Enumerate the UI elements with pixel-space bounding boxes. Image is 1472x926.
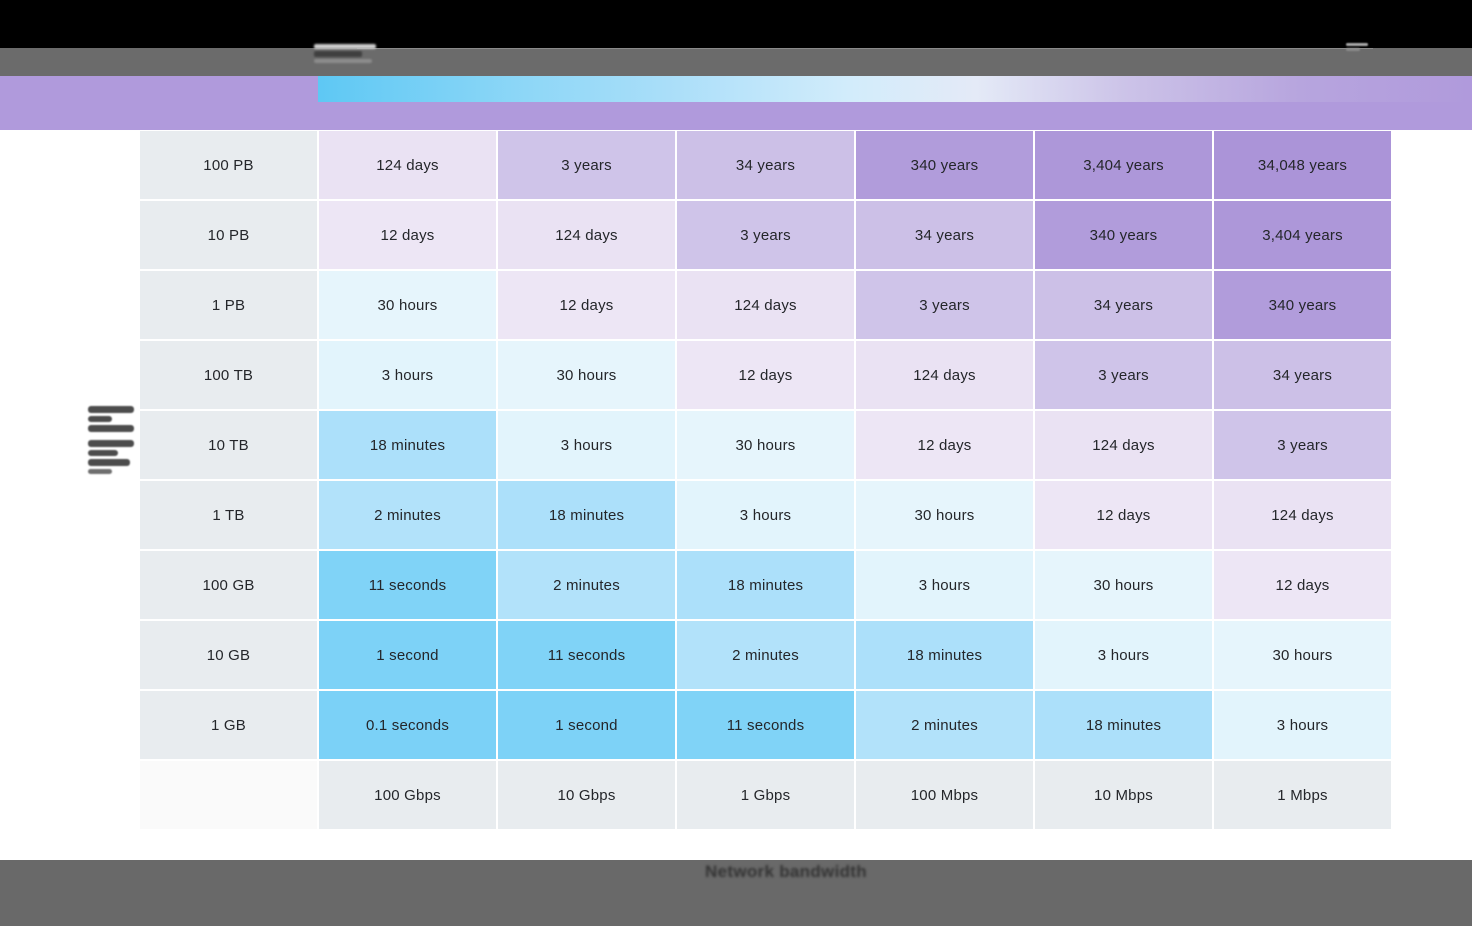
col-header: 100 Gbps xyxy=(319,761,496,829)
matrix-cell: 12 days xyxy=(1214,551,1391,619)
chrome-control-icon[interactable] xyxy=(1346,43,1374,55)
matrix-cell: 12 days xyxy=(498,271,675,339)
matrix-cell: 34 years xyxy=(856,201,1033,269)
matrix-cell: 3 years xyxy=(677,201,854,269)
matrix-cell: 11 seconds xyxy=(319,551,496,619)
matrix-cell: 2 minutes xyxy=(319,481,496,549)
matrix-cell: 30 hours xyxy=(319,271,496,339)
row-header: 10 GB xyxy=(140,621,317,689)
matrix-cell: 1 second xyxy=(319,621,496,689)
transfer-time-matrix: 100 PB 124 days 3 years 34 years 340 years 3,… xyxy=(140,131,1391,829)
col-header: 1 Mbps xyxy=(1214,761,1391,829)
matrix-cell: 18 minutes xyxy=(498,481,675,549)
y-axis-label-redacted xyxy=(88,406,136,490)
matrix-cell: 34 years xyxy=(1035,271,1212,339)
matrix-cell: 11 seconds xyxy=(498,621,675,689)
matrix-cell: 12 days xyxy=(677,341,854,409)
x-axis-label: Network bandwidth xyxy=(705,862,867,881)
matrix-cell: 34 years xyxy=(677,131,854,199)
matrix-cell: 1 second xyxy=(498,691,675,759)
matrix-cell: 3 hours xyxy=(498,411,675,479)
matrix-cell: 34,048 years xyxy=(1214,131,1391,199)
matrix-cell: 12 days xyxy=(1035,481,1212,549)
matrix-cell: 340 years xyxy=(856,131,1033,199)
row-header: 10 PB xyxy=(140,201,317,269)
redacted-tab-title xyxy=(314,44,392,64)
matrix-cell: 12 days xyxy=(319,201,496,269)
row-header: 100 GB xyxy=(140,551,317,619)
matrix-cell: 124 days xyxy=(1214,481,1391,549)
matrix-cell: 2 minutes xyxy=(498,551,675,619)
matrix-cell: 124 days xyxy=(677,271,854,339)
row-header: 10 TB xyxy=(140,411,317,479)
matrix-cell: 3,404 years xyxy=(1035,131,1212,199)
matrix-cell: 3 hours xyxy=(677,481,854,549)
matrix-cell: 3 years xyxy=(856,271,1033,339)
matrix-cell: 30 hours xyxy=(1035,551,1212,619)
row-header: 100 TB xyxy=(140,341,317,409)
color-legend-gradient xyxy=(318,76,1472,102)
col-header: 100 Mbps xyxy=(856,761,1033,829)
col-header: 1 Gbps xyxy=(677,761,854,829)
row-header: 1 TB xyxy=(140,481,317,549)
matrix-cell: 3 hours xyxy=(856,551,1033,619)
row-header: 1 GB xyxy=(140,691,317,759)
matrix-cell: 0.1 seconds xyxy=(319,691,496,759)
matrix-cell: 30 hours xyxy=(677,411,854,479)
col-header: 10 Mbps xyxy=(1035,761,1212,829)
matrix-cell: 2 minutes xyxy=(677,621,854,689)
col-header: 10 Gbps xyxy=(498,761,675,829)
matrix-cell: 18 minutes xyxy=(1035,691,1212,759)
matrix-cell: 3 hours xyxy=(319,341,496,409)
row-header: 100 PB xyxy=(140,131,317,199)
matrix-cell: 124 days xyxy=(1035,411,1212,479)
matrix-cell: 3 hours xyxy=(1035,621,1212,689)
top-black-bar xyxy=(0,0,1472,48)
matrix-cell: 30 hours xyxy=(498,341,675,409)
matrix-cell: 30 hours xyxy=(856,481,1033,549)
matrix-cell: 3 hours xyxy=(1214,691,1391,759)
matrix-cell: 3 years xyxy=(1214,411,1391,479)
footer-bar xyxy=(0,860,1472,926)
matrix-cell: 18 minutes xyxy=(856,621,1033,689)
browser-chrome-bar[interactable] xyxy=(0,48,1472,76)
corner-cell xyxy=(140,761,317,829)
matrix-cell: 34 years xyxy=(1214,341,1391,409)
matrix-cell: 18 minutes xyxy=(319,411,496,479)
matrix-cell: 124 days xyxy=(856,341,1033,409)
matrix-cell: 30 hours xyxy=(1214,621,1391,689)
matrix-cell: 18 minutes xyxy=(677,551,854,619)
matrix-cell: 340 years xyxy=(1035,201,1212,269)
matrix-cell: 3,404 years xyxy=(1214,201,1391,269)
matrix-cell: 124 days xyxy=(498,201,675,269)
matrix-cell: 11 seconds xyxy=(677,691,854,759)
matrix-cell: 340 years xyxy=(1214,271,1391,339)
chrome-divider-line xyxy=(357,48,1373,49)
matrix-cell: 3 years xyxy=(498,131,675,199)
matrix-cell: 2 minutes xyxy=(856,691,1033,759)
row-header: 1 PB xyxy=(140,271,317,339)
matrix-cell: 3 years xyxy=(1035,341,1212,409)
matrix-cell: 12 days xyxy=(856,411,1033,479)
matrix-cell: 124 days xyxy=(319,131,496,199)
